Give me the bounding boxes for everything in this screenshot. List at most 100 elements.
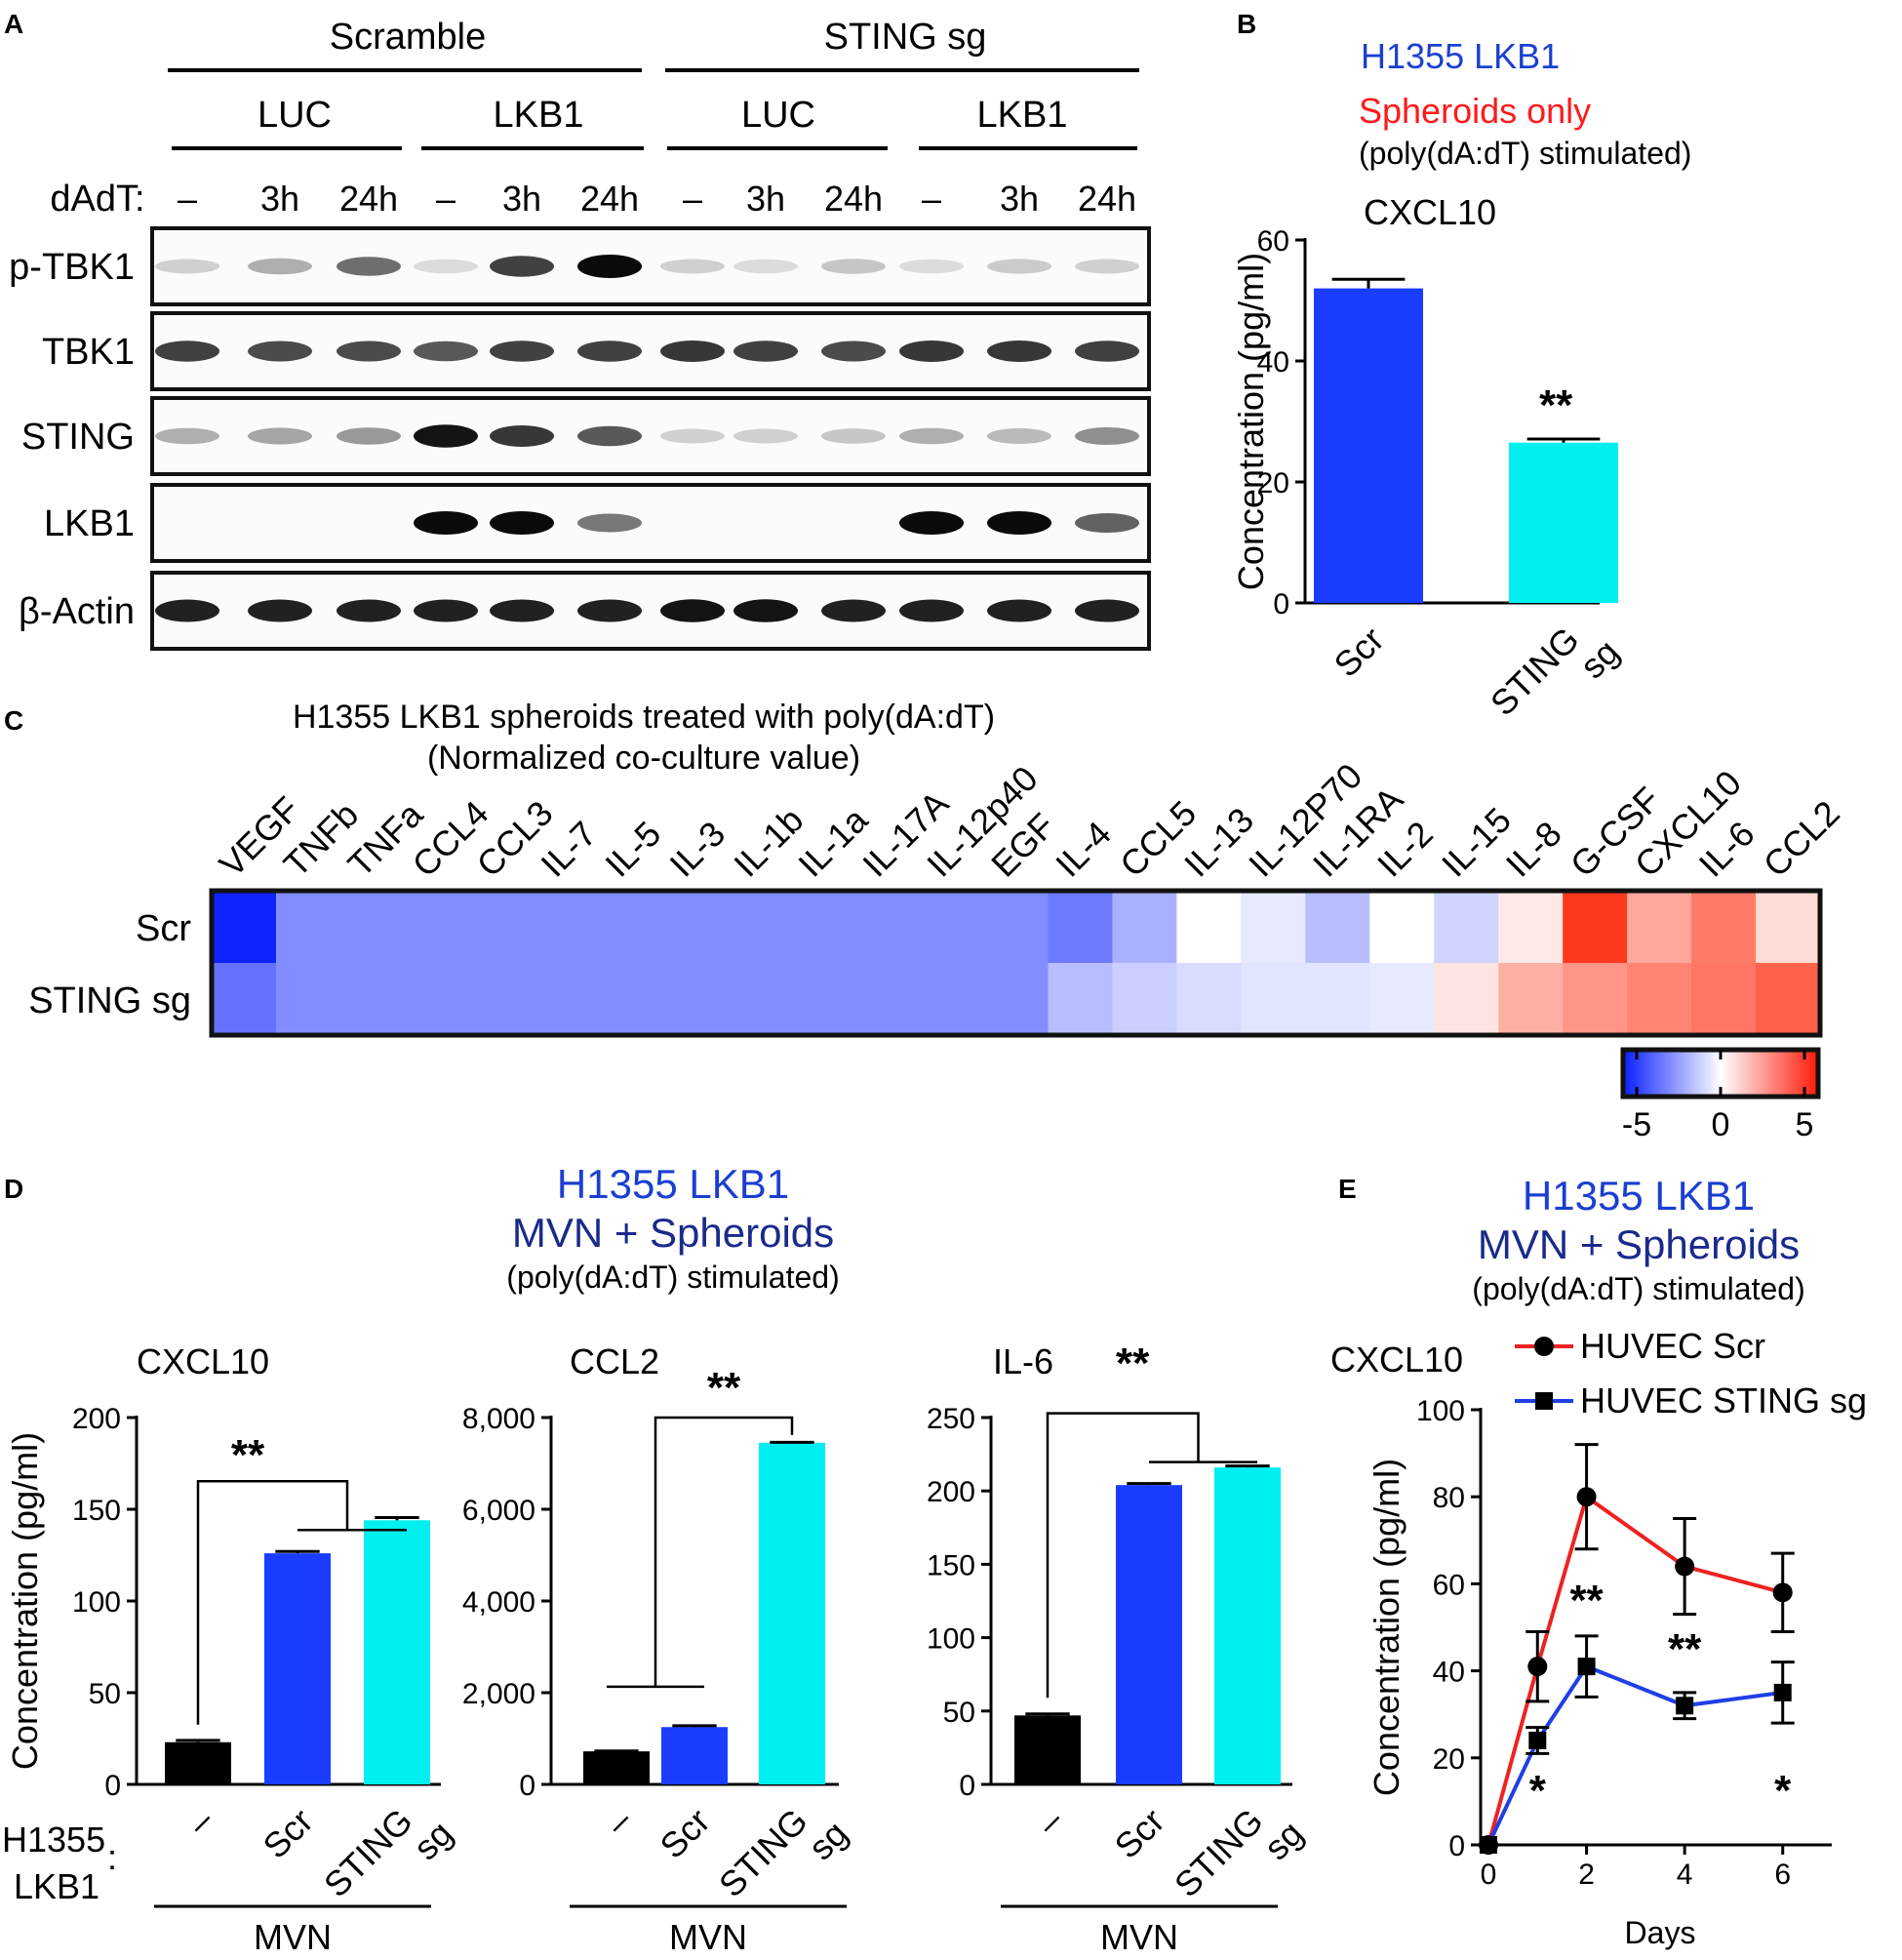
time-label: dAdT: bbox=[50, 179, 144, 220]
heatmap-column-label-il-1a: IL-1a bbox=[790, 799, 876, 885]
subgroup-label-luc-2: LUC bbox=[741, 95, 815, 136]
heatmap-cell-sting-sg-tnfa bbox=[339, 963, 406, 1036]
blot-band-tbk1-lane-2 bbox=[337, 340, 401, 362]
heatmap-cell-scr-ccl5 bbox=[1112, 891, 1177, 964]
x-category-label-part: sg bbox=[1256, 1813, 1311, 1867]
y-tick-label: 40 bbox=[1257, 346, 1289, 379]
heatmap-frame bbox=[209, 888, 1823, 1038]
bar-sting-sg bbox=[759, 1442, 825, 1784]
x-category-label-scr: Scr bbox=[255, 1801, 320, 1866]
heatmap-cell-sting-sg-ccl2 bbox=[1756, 963, 1821, 1036]
y-tick-label: 0 bbox=[1273, 588, 1289, 620]
heatmap-cell-scr-g-csf bbox=[1563, 891, 1628, 964]
x-category-label-part: STING bbox=[316, 1801, 420, 1905]
y-tick-label: 60 bbox=[1257, 225, 1289, 258]
blot-band-actin-lane-6 bbox=[660, 599, 725, 622]
heatmap-cell-scr-il-17a bbox=[854, 891, 921, 964]
y-tick-label: 6,000 bbox=[462, 1495, 535, 1527]
bar-scr bbox=[661, 1727, 728, 1784]
heatmap-cell-sting-sg-egf bbox=[983, 963, 1049, 1036]
heatmap-cell-sting-sg-il-1a bbox=[790, 963, 856, 1036]
heatmap-cell-scr-il-6 bbox=[1691, 891, 1757, 964]
blot-band-tbk1-lane-5 bbox=[577, 340, 642, 362]
blot-band-p-tbk1-lane-5 bbox=[577, 255, 642, 278]
data-point-huvec-scr-day-6 bbox=[1772, 1582, 1793, 1603]
heatmap-cell-sting-sg-il-5 bbox=[597, 963, 663, 1036]
panel-c-title: H1355 LKB1 spheroids treated with poly(d… bbox=[293, 699, 995, 736]
x-category-label-part: Scr bbox=[255, 1801, 320, 1866]
y-tick-label: 250 bbox=[927, 1403, 975, 1435]
panel-d-row-label-2: LKB1 bbox=[14, 1866, 99, 1906]
heatmap-cell-sting-sg-il-8 bbox=[1498, 963, 1564, 1036]
blot-band-sting-lane-11 bbox=[1075, 427, 1139, 445]
heatmap-cell-scr-ccl2 bbox=[1756, 891, 1821, 964]
panel-d-title-stimulus: (poly(dA:dT) stimulated) bbox=[506, 1260, 839, 1295]
panel-b-title-cell-line: H1355 LKB1 bbox=[1361, 36, 1560, 76]
y-tick-label: 20 bbox=[1257, 467, 1289, 500]
y-tick-label: 200 bbox=[72, 1403, 121, 1435]
y-tick-label: 4,000 bbox=[462, 1586, 535, 1619]
heatmap-cell-sting-sg-il-7 bbox=[533, 963, 599, 1036]
mvn-group-label: MVN bbox=[254, 1917, 332, 1957]
y-tick-label: 20 bbox=[1433, 1743, 1465, 1776]
heatmap-cell-sting-sg-il-4 bbox=[1048, 963, 1113, 1036]
y-tick-label: 100 bbox=[927, 1623, 975, 1656]
y-tick-label: 150 bbox=[927, 1549, 975, 1581]
significance-marker-day-6: * bbox=[1774, 1767, 1792, 1815]
blot-band-p-tbk1-lane-9 bbox=[899, 259, 964, 274]
time-label-2: 24h bbox=[339, 179, 398, 219]
heatmap-cell-sting-sg-ccl5 bbox=[1112, 963, 1177, 1036]
x-category-label-scr: Scr bbox=[1106, 1801, 1171, 1866]
heatmap-cell-scr-il-3 bbox=[661, 891, 728, 964]
significance-marker: ** bbox=[1539, 381, 1573, 429]
y-axis-label: Concentration (pg/ml) bbox=[5, 1432, 45, 1770]
y-tick-label: 200 bbox=[927, 1476, 975, 1508]
blot-band-actin-lane-5 bbox=[577, 599, 642, 622]
bar-sting-sg bbox=[1214, 1467, 1281, 1784]
heatmap-cell-sting-sg-tnfb bbox=[275, 963, 341, 1036]
blot-label-tbk1: TBK1 bbox=[42, 332, 135, 373]
x-category-label-part: STING bbox=[1167, 1801, 1271, 1905]
heatmap-column-label-ccl2: CCL2 bbox=[1756, 793, 1847, 885]
blot-band-p-tbk1-lane-0 bbox=[155, 259, 219, 274]
heatmap-cell-sting-sg-ccl3 bbox=[468, 963, 535, 1036]
blot-band-p-tbk1-lane-7 bbox=[733, 259, 798, 274]
blot-band-actin-lane-11 bbox=[1075, 599, 1139, 622]
blot-frame-p-tbk1 bbox=[150, 226, 1151, 306]
series-line-huvec-sting-sg bbox=[1486, 1663, 1783, 1846]
time-label-6: – bbox=[683, 179, 702, 219]
blot-band-tbk1-lane-10 bbox=[987, 340, 1051, 362]
blot-band-p-tbk1-lane-4 bbox=[490, 256, 554, 277]
heatmap-column-label-il-5: IL-5 bbox=[597, 814, 668, 885]
group-label-scramble: Scramble bbox=[330, 17, 487, 58]
time-label-4: 3h bbox=[502, 179, 541, 219]
blot-band-actin-lane-4 bbox=[490, 599, 554, 622]
time-label-5: 24h bbox=[580, 179, 639, 219]
colorbar-tick-label: -5 bbox=[1622, 1106, 1651, 1143]
heatmap-cell-sting-sg-il-17a bbox=[854, 963, 921, 1036]
blot-band-lkb1-lane-3 bbox=[414, 511, 478, 535]
subgroup-label-lkb1-2: LKB1 bbox=[977, 95, 1068, 136]
y-tick-label: 2,000 bbox=[462, 1678, 535, 1710]
data-point-huvec-sting-sg-day-0 bbox=[1480, 1836, 1497, 1854]
blot-band-actin-lane-10 bbox=[987, 599, 1051, 622]
heatmap-cell-scr-tnfb bbox=[275, 891, 341, 964]
x-category-label-part: Scr bbox=[1106, 1801, 1171, 1866]
y-tick-label: 100 bbox=[1416, 1395, 1465, 1427]
heatmap-cell-sting-sg-il-15 bbox=[1434, 963, 1499, 1036]
heatmap-cell-scr-il-15 bbox=[1434, 891, 1499, 964]
panel-d-title-cell-line: H1355 LKB1 bbox=[557, 1161, 789, 1207]
heatmap-cell-sting-sg-il-1ra bbox=[1305, 963, 1370, 1036]
significance-marker-day-1: * bbox=[1529, 1767, 1547, 1815]
heatmap-cell-sting-sg-g-csf bbox=[1563, 963, 1628, 1036]
y-tick-label: 150 bbox=[72, 1495, 121, 1527]
blot-band-sting-lane-7 bbox=[733, 428, 798, 444]
blot-band-actin-lane-9 bbox=[899, 599, 964, 622]
group-label-sting-sg: STING sg bbox=[824, 17, 987, 58]
blot-band-p-tbk1-lane-10 bbox=[987, 259, 1051, 274]
significance-bracket bbox=[196, 1479, 349, 1725]
time-label-0: – bbox=[178, 179, 197, 219]
